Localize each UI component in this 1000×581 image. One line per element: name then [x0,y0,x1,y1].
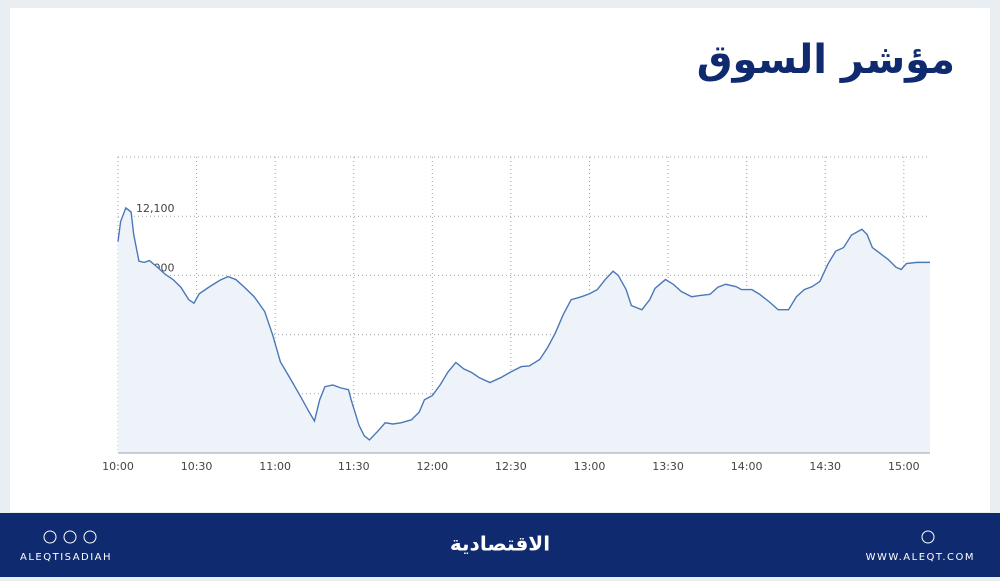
x-tick-label: 14:00 [731,460,763,473]
x-tick-label: 13:30 [652,460,684,473]
x-tick-label: 10:30 [181,460,213,473]
footer-handle: ALEQTISADIAH [20,552,112,563]
x-tick-label: 12:00 [416,460,448,473]
social-icons [43,530,935,544]
y-tick-label: 12,100 [136,202,175,215]
x-tick-label: 12:30 [495,460,527,473]
x-tick-label: 11:00 [259,460,291,473]
x-tick-label: 13:00 [574,460,606,473]
footer-band [0,513,1000,577]
footer-website: WWW.ALEQT.COM [866,552,975,563]
x-tick-label: 15:00 [888,460,920,473]
footer-logo: الاقتصادية [450,532,550,556]
chart-title: مؤشر السوق [697,37,955,83]
x-tick-label: 14:30 [809,460,841,473]
line [117,206,930,441]
x-tick-label: 10:00 [102,460,134,473]
x-tick-label: 11:30 [338,460,370,473]
area [118,207,930,453]
